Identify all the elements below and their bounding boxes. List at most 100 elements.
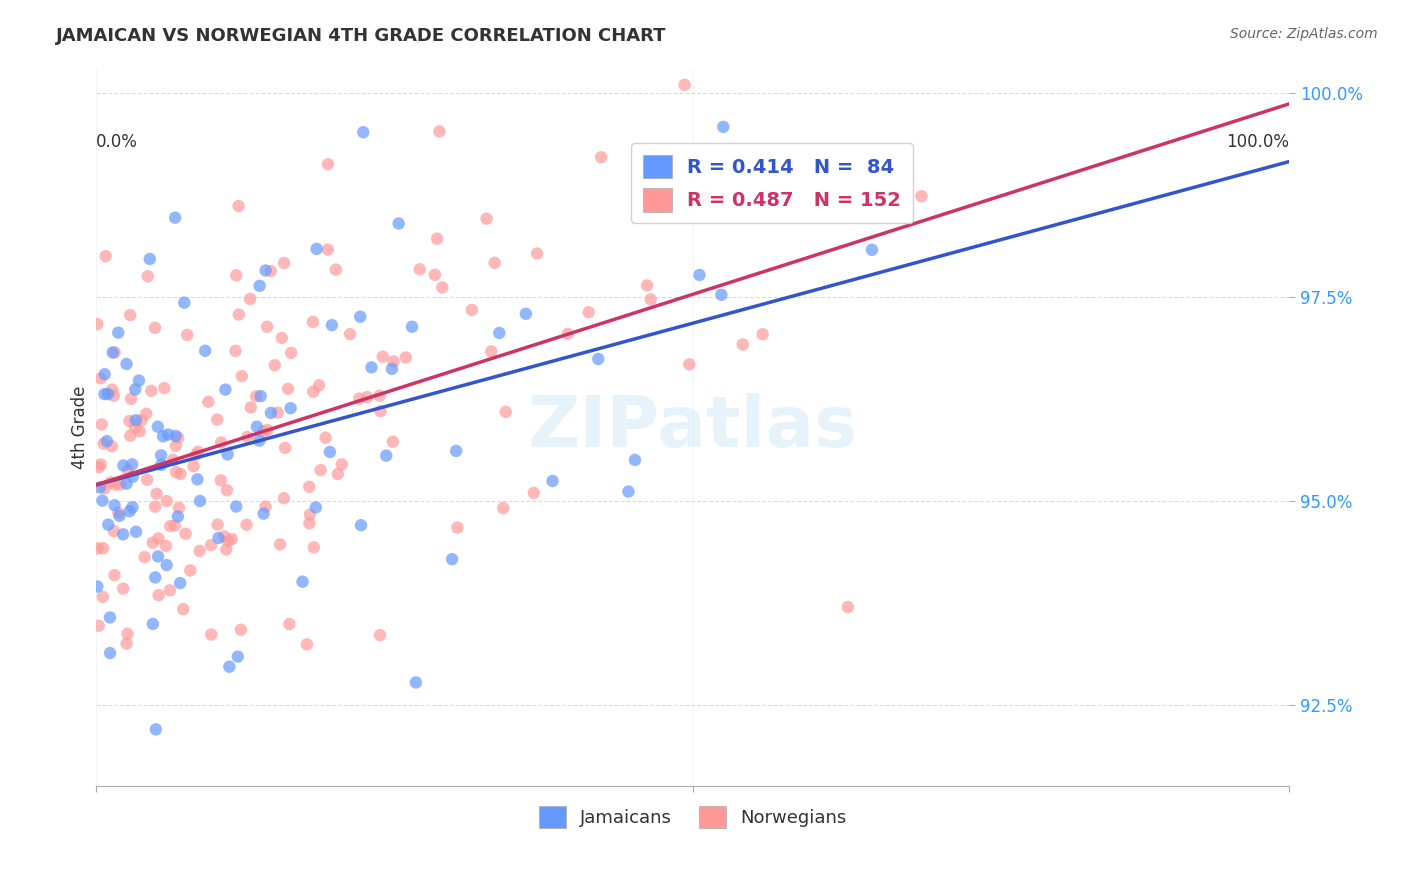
Norwegians (87, 460, 110, 475)
Norwegians (475, 211, 498, 226)
Norwegians (101, 439, 124, 453)
Jamaicans (139, 252, 162, 266)
Norwegians (432, 280, 454, 294)
Norwegians (239, 401, 262, 415)
Norwegians (148, 532, 170, 546)
Norwegians (308, 378, 330, 392)
Norwegians (349, 392, 371, 406)
Jamaicans (121, 500, 143, 515)
Jamaicans (350, 518, 373, 533)
Jamaicans (142, 616, 165, 631)
Jamaicans (305, 500, 328, 515)
Jamaicans (97, 387, 120, 401)
Jamaicans (388, 217, 411, 231)
Jamaicans (319, 445, 342, 459)
Norwegians (239, 292, 262, 306)
Jamaicans (125, 413, 148, 427)
Norwegians (128, 425, 150, 439)
Norwegians (117, 463, 139, 477)
Norwegians (693, 190, 716, 204)
Norwegians (90, 371, 112, 385)
Jamaicans (254, 263, 277, 277)
Norwegians (103, 524, 125, 538)
Norwegians (751, 327, 773, 342)
Jamaicans (165, 429, 187, 443)
Jamaicans (349, 310, 371, 324)
Norwegians (176, 328, 198, 343)
Norwegians (910, 189, 932, 203)
Jamaicans (118, 504, 141, 518)
Norwegians (101, 383, 124, 397)
Jamaicans (360, 360, 382, 375)
Norwegians (446, 520, 468, 534)
Norwegians (523, 485, 546, 500)
Norwegians (381, 434, 404, 449)
Jamaicans (169, 576, 191, 591)
Norwegians (136, 269, 159, 284)
Jamaicans (188, 494, 211, 508)
Y-axis label: 4th Grade: 4th Grade (72, 386, 89, 469)
Norwegians (104, 345, 127, 359)
Text: JAMAICAN VS NORWEGIAN 4TH GRADE CORRELATION CHART: JAMAICAN VS NORWEGIAN 4TH GRADE CORRELAT… (56, 27, 666, 45)
Jamaicans (711, 120, 734, 134)
Norwegians (209, 473, 232, 487)
Norwegians (163, 518, 186, 533)
Norwegians (315, 431, 337, 445)
Norwegians (94, 249, 117, 263)
Norwegians (145, 487, 167, 501)
Jamaicans (166, 509, 188, 524)
Norwegians (174, 526, 197, 541)
Jamaicans (710, 287, 733, 301)
Norwegians (153, 381, 176, 395)
Jamaicans (150, 448, 173, 462)
Norwegians (277, 382, 299, 396)
Norwegians (492, 501, 515, 516)
Jamaicans (352, 125, 374, 139)
Norwegians (302, 384, 325, 399)
Norwegians (295, 637, 318, 651)
Norwegians (640, 293, 662, 307)
Norwegians (186, 448, 208, 462)
Norwegians (118, 414, 141, 428)
Norwegians (183, 459, 205, 474)
Jamaicans (444, 444, 467, 458)
Jamaicans (143, 570, 166, 584)
Norwegians (229, 623, 252, 637)
Jamaicans (218, 659, 240, 673)
Norwegians (165, 439, 187, 453)
Norwegians (167, 431, 190, 445)
Norwegians (339, 327, 361, 342)
Jamaicans (108, 508, 131, 523)
Jamaicans (305, 242, 328, 256)
Norwegians (155, 539, 177, 553)
Jamaicans (541, 474, 564, 488)
Norwegians (207, 517, 229, 532)
Jamaicans (381, 362, 404, 376)
Jamaicans (247, 434, 270, 448)
Norwegians (426, 232, 449, 246)
Norwegians (91, 590, 114, 604)
Jamaicans (321, 318, 343, 332)
Jamaicans (124, 383, 146, 397)
Norwegians (278, 617, 301, 632)
Norwegians (356, 390, 378, 404)
Norwegians (197, 394, 219, 409)
Norwegians (256, 423, 278, 437)
Norwegians (484, 256, 506, 270)
Norwegians (159, 583, 181, 598)
Jamaicans (260, 406, 283, 420)
Jamaicans (291, 574, 314, 589)
Jamaicans (617, 484, 640, 499)
Norwegians (368, 628, 391, 642)
Jamaicans (121, 458, 143, 472)
Jamaicans (226, 649, 249, 664)
Norwegians (115, 636, 138, 650)
Jamaicans (93, 368, 115, 382)
Jamaicans (125, 524, 148, 539)
Norwegians (217, 534, 239, 549)
Norwegians (117, 627, 139, 641)
Norwegians (179, 563, 201, 577)
Norwegians (187, 445, 209, 459)
Jamaicans (249, 278, 271, 293)
Norwegians (326, 467, 349, 481)
